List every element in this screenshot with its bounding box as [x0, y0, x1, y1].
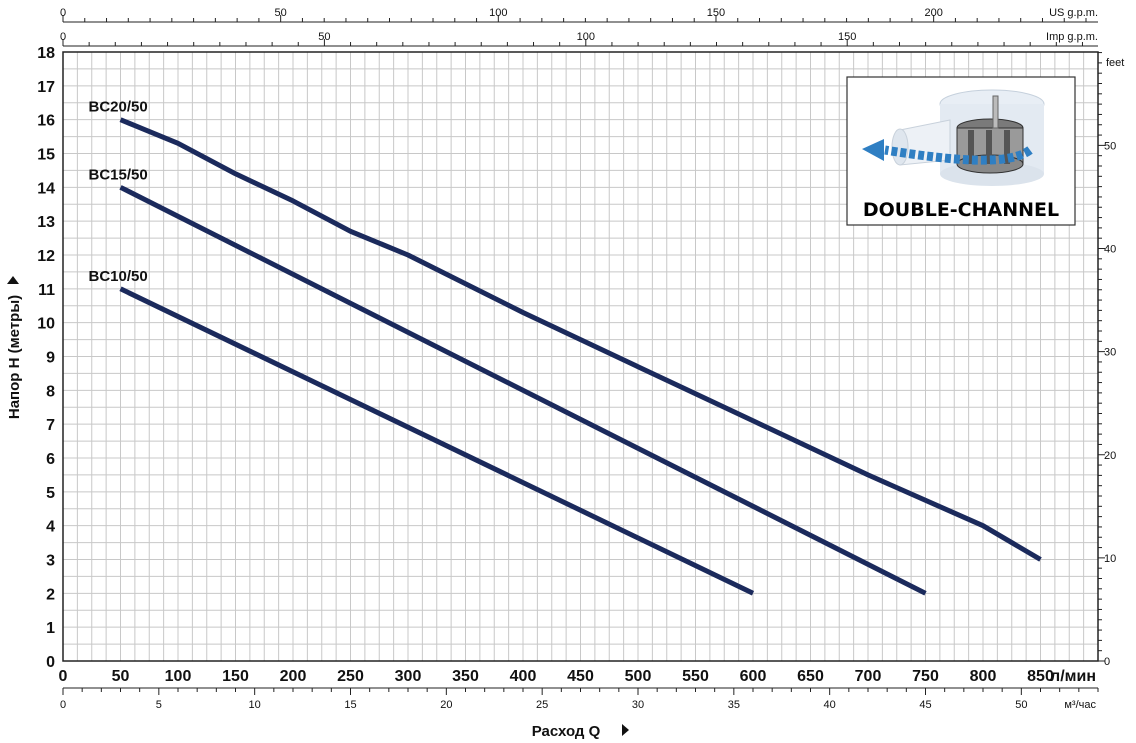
series-label: BC20/50 — [89, 99, 148, 116]
x-axis-title: Расход Q — [532, 723, 601, 740]
feet-unit-label: feet — [1106, 57, 1124, 69]
x-tick-label: 850 — [1027, 668, 1054, 685]
imp-gpm-tick-label: 100 — [577, 31, 595, 43]
plot-frame — [62, 51, 1099, 662]
x-tick-label: 300 — [395, 668, 422, 685]
y-tick-label: 8 — [46, 383, 55, 400]
us-gpm-unit-label: US g.p.m. — [1049, 7, 1098, 19]
m3h-tick-label: 25 — [536, 699, 548, 711]
y-tick-label: 4 — [46, 519, 55, 536]
y-tick-label: 15 — [37, 147, 55, 164]
x-tick-label: 550 — [682, 668, 709, 685]
x-unit-label: л/мин — [1050, 668, 1096, 685]
imp-gpm-tick-label: 50 — [318, 31, 330, 43]
x-axis-arrow-icon — [622, 724, 629, 736]
y-tick-label: 11 — [38, 282, 55, 299]
feet-tick-label: 50 — [1104, 140, 1116, 152]
y-axis-title: Напор H (метры) — [6, 295, 23, 419]
x-tick-label: 0 — [59, 668, 68, 685]
series-label: BC15/50 — [89, 166, 148, 183]
y-tick-label: 12 — [37, 248, 55, 265]
m3h-tick-label: 50 — [1015, 699, 1027, 711]
x-tick-label: 800 — [970, 668, 997, 685]
y-tick-label: 0 — [46, 654, 55, 671]
m3h-tick-label: 5 — [156, 699, 162, 711]
us-gpm-tick-label: 150 — [707, 7, 725, 19]
series-line-BC20/50 — [119, 117, 1042, 562]
feet-tick-label: 20 — [1104, 450, 1116, 462]
us-gpm-tick-label: 100 — [489, 7, 507, 19]
y-tick-label: 6 — [46, 451, 55, 468]
us-gpm-tick-label: 0 — [60, 7, 66, 19]
x-tick-label: 150 — [222, 668, 249, 685]
feet-tick-label: 40 — [1104, 244, 1116, 256]
x-tick-label: 400 — [510, 668, 537, 685]
m3h-tick-label: 0 — [60, 699, 66, 711]
series-line-BC15/50 — [119, 185, 927, 596]
imp-gpm-tick-label: 150 — [838, 31, 856, 43]
flow-arrow-icon — [884, 145, 1033, 165]
feet-tick-label: 30 — [1104, 347, 1116, 359]
series-line-BC10/50 — [119, 286, 755, 596]
x-tick-label: 700 — [855, 668, 882, 685]
y-axis-arrow-icon — [7, 276, 19, 284]
us-gpm-tick-label: 200 — [924, 7, 942, 19]
y-tick-label: 18 — [37, 45, 55, 62]
feet-tick-label: 10 — [1104, 553, 1116, 565]
series-group: BC20/50 BC15/50 BC10/50 — [89, 99, 1042, 596]
series-label: BC10/50 — [89, 268, 148, 285]
inset-title: DOUBLE-CHANNEL — [863, 199, 1059, 221]
y-tick-label: 7 — [46, 417, 55, 434]
y-tick-label: 3 — [46, 553, 55, 570]
m3h-tick-label: 30 — [632, 699, 644, 711]
y-tick-label: 9 — [46, 350, 55, 367]
y-tick-label: 17 — [37, 79, 55, 96]
m3h-tick-label: 45 — [919, 699, 931, 711]
y-tick-label: 5 — [46, 485, 55, 502]
y-tick-label: 16 — [37, 113, 55, 130]
us-gpm-tick-label: 50 — [275, 7, 287, 19]
m3h-tick-label: 40 — [824, 699, 836, 711]
m3h-tick-label: 20 — [440, 699, 452, 711]
x-tick-label: 450 — [567, 668, 594, 685]
m3h-unit-label: м³/час — [1064, 699, 1096, 711]
m3h-tick-label: 15 — [344, 699, 356, 711]
impeller-illustration — [862, 89, 1045, 186]
x-tick-label: 750 — [912, 668, 939, 685]
m3h-tick-label: 10 — [249, 699, 261, 711]
y-tick-label: 10 — [37, 316, 55, 333]
double-channel-inset: DOUBLE-CHANNEL — [846, 76, 1076, 226]
feet-tick-label: 0 — [1104, 656, 1110, 668]
x-tick-label: 50 — [112, 668, 130, 685]
x-tick-label: 350 — [452, 668, 479, 685]
x-tick-label: 250 — [337, 668, 364, 685]
y-tick-label: 14 — [37, 180, 55, 197]
imp-gpm-tick-label: 0 — [60, 31, 66, 43]
axis-ticks: 0 50 100 150 200 250 300 350 400 450 500 550 600 650 7… — [6, 7, 1124, 740]
m3h-tick-label: 35 — [728, 699, 740, 711]
y-tick-label: 2 — [46, 586, 55, 603]
x-tick-label: 650 — [797, 668, 824, 685]
x-tick-label: 600 — [740, 668, 767, 685]
imp-gpm-unit-label: Imp g.p.m. — [1046, 31, 1098, 43]
x-tick-label: 500 — [625, 668, 652, 685]
y-tick-label: 13 — [37, 214, 55, 231]
arrow-head-icon — [862, 139, 884, 161]
y-tick-label: 1 — [46, 620, 55, 637]
x-tick-label: 200 — [280, 668, 307, 685]
x-tick-label: 100 — [165, 668, 192, 685]
